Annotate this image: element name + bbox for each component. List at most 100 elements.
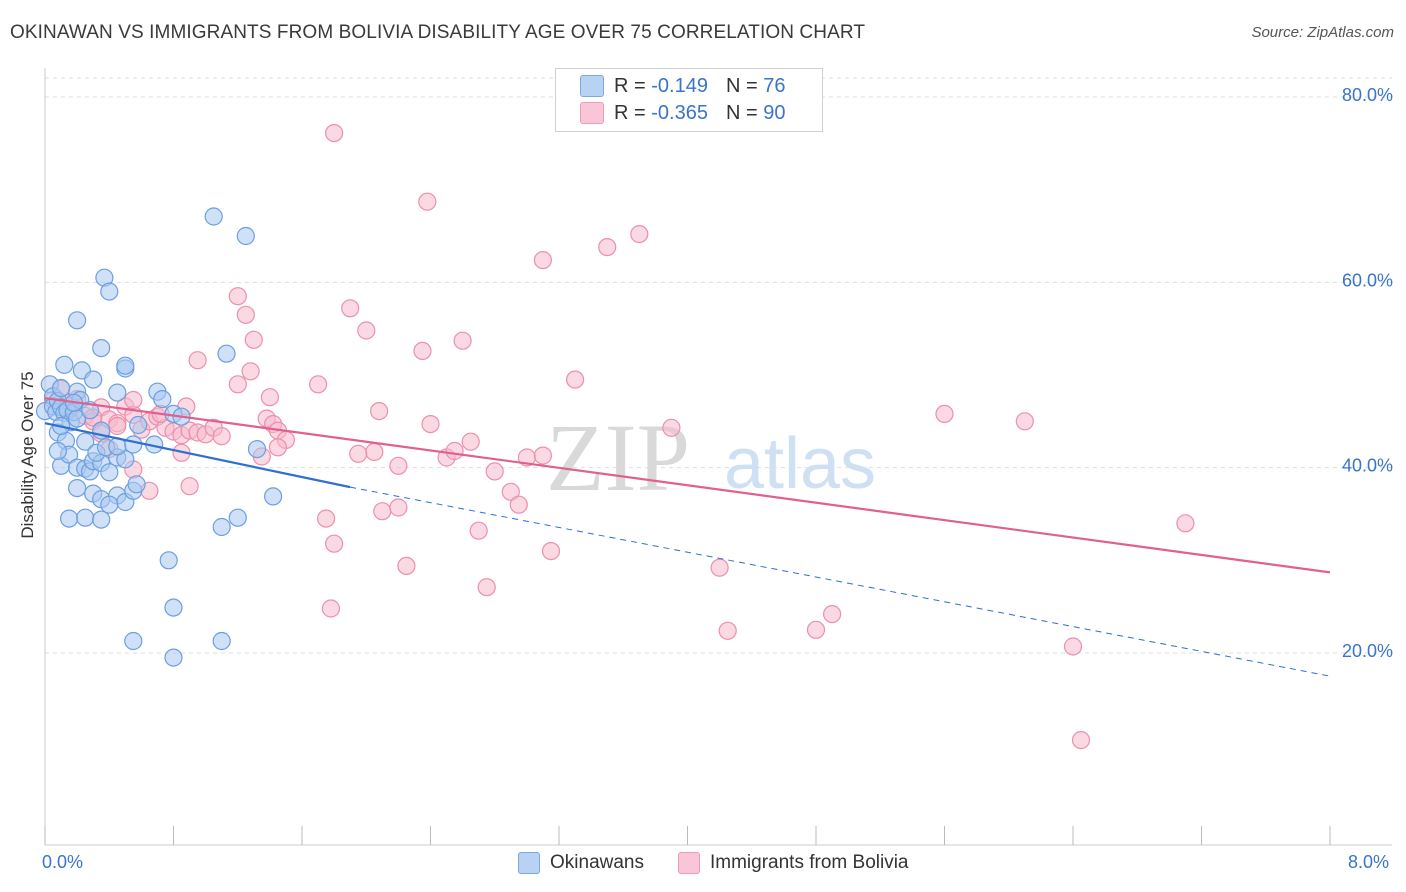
bolivia-point [325,124,344,143]
bolivia-point [212,427,231,446]
okinawan-point [108,383,127,402]
bolivia-point [533,446,553,465]
bolivia-point [477,578,496,597]
bottom-swatch-blue [518,852,540,874]
okinawan-point [217,344,236,363]
okinawan-point [228,508,247,527]
okinawan-point [164,648,183,667]
trend-layer [44,397,1331,677]
bolivia-point [180,477,199,496]
bolivia-point [321,599,340,618]
okinawan-point [116,356,135,375]
bolivia-point [108,416,127,436]
bottom-swatch-pink [678,852,700,874]
okinawan-point [92,339,111,358]
legend-n-value: 76 [763,74,786,97]
bolivia-point [244,330,263,349]
legend-n-value: 90 [763,101,786,124]
okinawan-point [48,441,68,461]
bolivia-point [509,495,528,514]
okinawan-point [212,631,231,651]
bolivia-point [1176,514,1195,533]
bolivia-point [630,225,649,244]
okinawan-point [67,479,87,498]
okinawan-point [153,390,172,409]
bolivia-point [357,321,376,340]
bolivia-point [373,502,392,521]
okinawan-trend-line [44,422,351,489]
bottom-legend: Okinawans Immigrants from Bolivia [0,852,1406,878]
bottom-legend-label: Okinawans [550,852,644,873]
points-layer [35,124,1195,750]
okinawan-point [204,207,223,226]
okinawan-point [212,517,231,537]
bolivia-point [445,441,464,461]
bolivia-point [565,370,585,389]
bolivia-point [718,621,737,640]
legend-r-value: -0.365 [651,101,708,124]
okinawan-point [124,435,143,454]
bolivia-point [501,482,520,501]
chart-title: OKINAWAN VS IMMIGRANTS FROM BOLIVIA DISA… [10,22,866,43]
bolivia-point [453,331,472,350]
okinawan-point [159,551,178,570]
bolivia-point [228,375,247,394]
bolivia-point [935,404,954,423]
bolivia-point [325,534,344,553]
okinawan-point [51,378,71,398]
watermark: ZIP atlas [546,404,876,511]
bolivia-point [822,604,842,624]
bolivia-point [1071,730,1091,750]
okinawan-point [236,226,255,246]
bolivia-point [461,432,480,451]
legend-row-bolivia: R = -0.365 N = 90 [580,101,785,125]
bolivia-point [413,341,432,360]
okinawan-point [164,598,183,617]
legend-box: R = -0.149 N = 76 R = -0.365 N = 90 [555,68,823,132]
bolivia-trend-line [44,397,1331,574]
bolivia-point [541,541,561,561]
okinawan-point [59,509,79,528]
okinawan-point [67,311,87,330]
bolivia-point [349,444,368,463]
legend-r-value: -0.149 [651,74,708,97]
bolivia-point [397,556,416,576]
bottom-legend-label: Immigrants from Bolivia [710,852,909,873]
y-tick-label: 40.0% [1342,456,1393,476]
y-tick-label: 20.0% [1342,641,1393,661]
bolivia-point [418,192,437,211]
bolivia-point [1015,412,1034,431]
legend-swatch-blue [580,75,604,97]
x-tick-label-min: 0.0% [42,852,84,872]
legend-r-label: R = [614,74,646,97]
bolivia-point [485,462,504,481]
okinawan-trend-extension [350,486,1331,677]
okinawan-point [100,282,119,301]
bolivia-point [228,287,247,306]
okinawan-point [55,355,74,374]
bolivia-point [389,498,408,517]
bolivia-point [365,442,384,461]
okinawan-point [100,495,119,514]
bolivia-point [710,558,729,577]
bolivia-point [662,418,681,437]
legend-n-label: N = [725,74,758,97]
bolivia-point [317,509,336,528]
y-tick-label: 80.0% [1342,85,1393,105]
y-tick-label: 60.0% [1342,270,1393,290]
bolivia-point [469,521,488,540]
bottom-legend-okinawans: Okinawans [518,852,644,874]
bolivia-point [806,620,826,639]
bolivia-point [421,415,440,434]
bolivia-point [188,351,207,370]
legend-r-label: R = [614,101,646,124]
okinawan-point [76,432,95,451]
okinawan-point [84,370,103,389]
y-tick-labels: 20.0% 40.0% 60.0% 80.0% [1342,85,1393,661]
bottom-legend-bolivia: Immigrants from Bolivia [678,852,909,874]
bolivia-point [124,390,143,410]
bolivia-point [533,251,553,270]
watermark-atlas: atlas [724,424,876,504]
bolivia-point [241,362,260,381]
